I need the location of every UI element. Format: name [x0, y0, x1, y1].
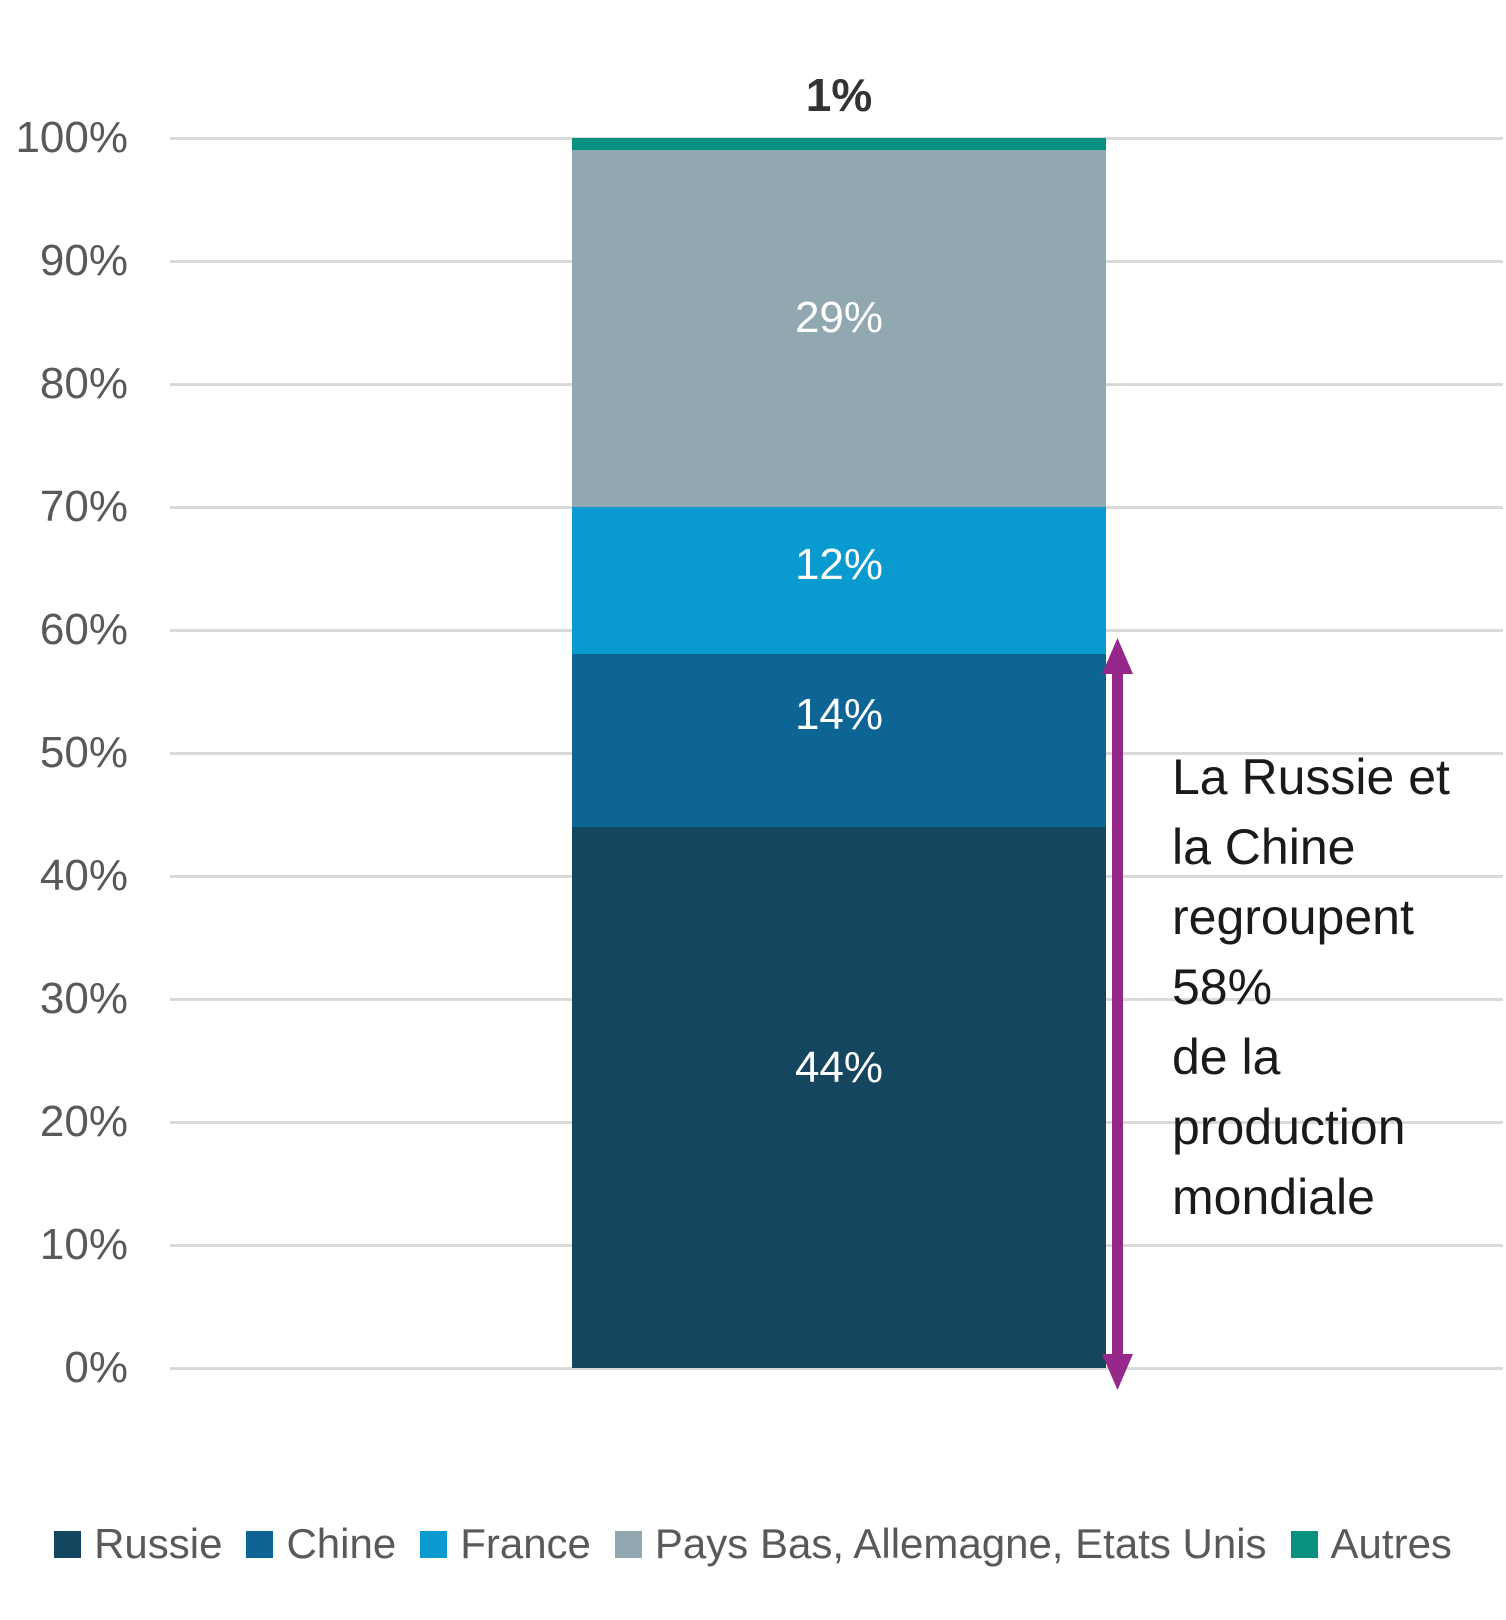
legend-item-russie: Russie: [54, 1520, 222, 1568]
bar-label-france: 12%: [794, 540, 884, 589]
bar-label-paysbas-allemagne-etatsunis: 29%: [794, 293, 884, 342]
bar-segment-france: [572, 507, 1106, 654]
legend-label-paysbas-allemagne-etatsunis: Pays Bas, Allemagne, Etats Unis: [654, 1520, 1267, 1567]
bar-label-chine: 14%: [794, 690, 884, 739]
bar-segment-russie: [572, 827, 1106, 1368]
legend-item-chine: Chine: [246, 1520, 396, 1568]
bar-label-russie: 44%: [794, 1043, 884, 1092]
bar-segment-chine: [572, 654, 1106, 827]
y-tick-30: 30%: [39, 974, 128, 1023]
y-tick-10: 10%: [39, 1220, 128, 1269]
y-tick-0: 0%: [64, 1343, 128, 1392]
bar-label-autres: 1%: [805, 69, 873, 121]
legend-swatch-paysbas-allemagne-etatsunis: [614, 1530, 642, 1558]
y-tick-100: 100%: [15, 113, 128, 162]
bar-column: 29% 12% 14% 44%: [572, 138, 1106, 1368]
legend-label-autres: Autres: [1330, 1520, 1452, 1567]
legend-swatch-autres: [1290, 1530, 1318, 1558]
legend-item-autres: Autres: [1290, 1520, 1452, 1568]
legend-item-france: France: [420, 1520, 591, 1568]
legend-item-paysbas-allemagne-etatsunis: Pays Bas, Allemagne, Etats Unis: [614, 1520, 1267, 1568]
legend-swatch-france: [420, 1530, 448, 1558]
bar-segment-autres: [572, 138, 1106, 150]
y-tick-80: 80%: [39, 359, 128, 408]
legend-swatch-russie: [54, 1530, 82, 1558]
gridline-0: [170, 1367, 1503, 1370]
bar-segment-paysbas-allemagne-etatsunis: [572, 150, 1106, 507]
y-tick-60: 60%: [39, 605, 128, 654]
legend-swatch-chine: [246, 1530, 274, 1558]
legend-label-chine: Chine: [286, 1520, 397, 1567]
annotation-text: La Russie et la Chine regroupent 58% de …: [1172, 749, 1450, 1225]
y-tick-70: 70%: [39, 482, 128, 531]
y-tick-20: 20%: [39, 1097, 128, 1146]
y-tick-90: 90%: [39, 236, 128, 285]
y-tick-40: 40%: [39, 851, 128, 900]
legend-label-russie: Russie: [94, 1520, 223, 1567]
legend-label-france: France: [460, 1520, 591, 1567]
legend: Russie Chine France Pays Bas, Allemagne,…: [0, 1512, 1506, 1576]
y-tick-50: 50%: [39, 728, 128, 777]
